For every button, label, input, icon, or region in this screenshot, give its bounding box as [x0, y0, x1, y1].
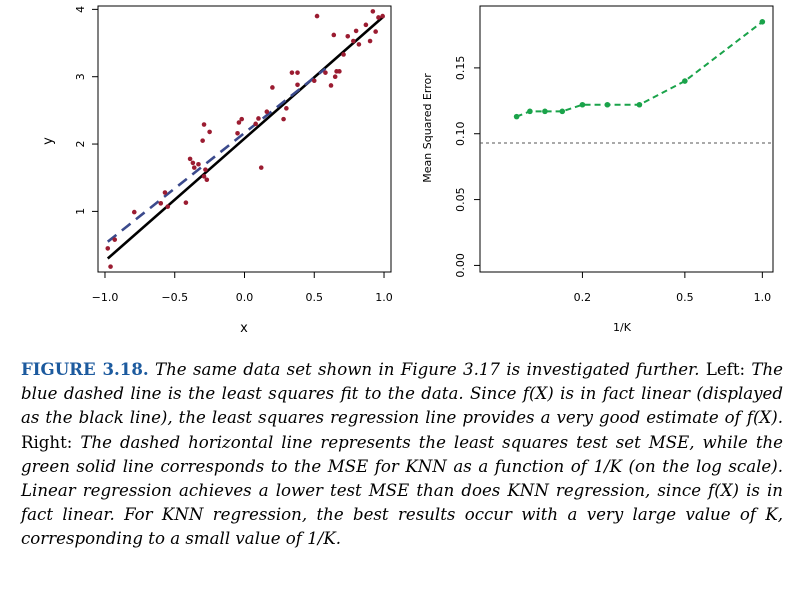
y-tick-label: 0.00	[454, 253, 467, 278]
data-point	[284, 106, 289, 111]
data-point	[370, 9, 376, 14]
data-point	[363, 22, 369, 28]
data-point	[328, 83, 334, 88]
knn-mse-point	[542, 108, 548, 115]
data-point	[183, 200, 189, 205]
data-point	[108, 264, 113, 269]
x-tick-label: 0.2	[574, 291, 592, 304]
caption-part: Right:	[21, 432, 73, 452]
caption-part: The blue dashed line is the least square…	[21, 360, 784, 428]
data-point	[281, 116, 286, 122]
data-point	[158, 201, 164, 206]
y-tick-label: 0.10	[454, 121, 467, 146]
true-function-line	[106, 15, 385, 260]
caption-label: FIGURE 3.18.	[21, 359, 149, 379]
knn-mse-point	[759, 19, 766, 25]
right-plot-frame	[479, 5, 774, 273]
data-point	[345, 34, 351, 39]
data-point	[258, 165, 264, 170]
data-point	[373, 29, 378, 34]
caption-part: The dashed horizontal line represents th…	[21, 432, 783, 549]
data-point	[191, 165, 197, 170]
knn-mse-point	[682, 78, 688, 84]
knn-mse-point	[559, 108, 566, 115]
data-point	[201, 122, 207, 127]
right-ylabel: Mean Squared Error	[421, 73, 434, 183]
caption-part: Left:	[699, 360, 746, 379]
data-point	[165, 204, 171, 209]
data-point	[235, 130, 240, 136]
data-point	[196, 161, 201, 167]
y-tick-label: 0.05	[454, 187, 467, 212]
knn-mse-point	[513, 113, 520, 120]
data-point	[376, 15, 381, 20]
data-point	[367, 38, 373, 44]
left-ylabel: y	[41, 137, 56, 145]
data-point	[331, 32, 337, 38]
data-point	[337, 69, 342, 74]
data-point	[201, 174, 207, 179]
data-point	[351, 38, 356, 44]
knn-mse-point	[604, 101, 611, 108]
y-tick-label: 0.15	[454, 56, 467, 81]
data-point	[311, 78, 317, 84]
data-point	[356, 42, 362, 47]
x-tick-label: 0.5	[306, 291, 324, 304]
data-point	[270, 85, 275, 90]
data-point	[105, 246, 111, 251]
data-point	[200, 138, 205, 143]
data-point	[353, 28, 359, 34]
data-point	[314, 13, 320, 19]
knn-mse-point	[579, 101, 586, 108]
caption-part: The same data set shown in Figure 3.17 i…	[148, 360, 700, 379]
data-point	[190, 160, 196, 166]
data-point	[341, 52, 346, 57]
data-point	[264, 109, 270, 115]
y-tick-label: 2	[74, 141, 87, 148]
y-tick-label: 3	[74, 73, 87, 80]
knn-mse-point	[527, 108, 533, 115]
y-tick-label: 1	[74, 208, 87, 215]
data-point	[236, 120, 242, 125]
data-point	[332, 74, 338, 80]
least-squares-fit-line	[106, 67, 327, 243]
data-point	[187, 156, 193, 162]
data-point	[203, 167, 208, 172]
data-point	[323, 70, 328, 75]
left-xlabel: x	[240, 321, 248, 336]
right-panel: 0.2 0.5 1.0 0.00 0.05 0.10 0.15 1/K Mean Squar…	[421, 5, 774, 334]
data-point	[239, 116, 245, 122]
x-tick-label: 1.0	[375, 291, 393, 304]
x-tick-label: 1.0	[754, 291, 772, 304]
right-xlabel: 1/K	[613, 321, 632, 334]
knn-mse-point	[636, 101, 643, 108]
data-point	[162, 190, 168, 195]
data-point	[295, 82, 300, 88]
y-tick-label: 4	[74, 6, 87, 13]
data-point	[380, 13, 385, 19]
x-tick-label: −0.5	[161, 291, 188, 304]
left-panel: −1.0 −0.5 0.0 0.5 1.0 1 2 3 4 x y	[41, 5, 393, 336]
data-point	[253, 121, 258, 127]
figure-caption: FIGURE 3.18. The same data set shown in …	[21, 357, 783, 552]
data-point	[207, 129, 212, 135]
data-point	[131, 209, 137, 215]
data-point	[295, 70, 300, 75]
data-point	[204, 177, 210, 183]
x-tick-label: 0.5	[676, 291, 694, 304]
data-point	[256, 116, 261, 121]
data-point	[289, 70, 295, 75]
x-tick-label: 0.0	[236, 291, 254, 304]
data-point	[112, 237, 118, 242]
x-tick-label: −1.0	[92, 291, 119, 304]
